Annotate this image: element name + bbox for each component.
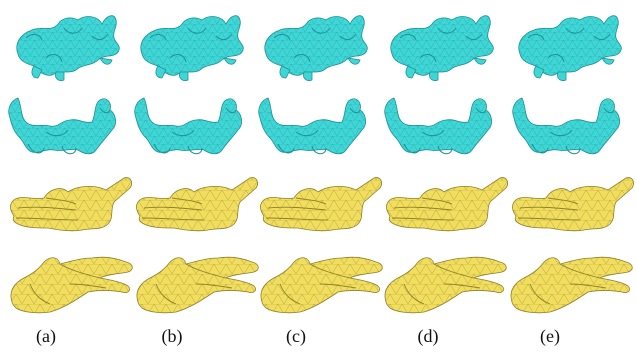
hand-top-view-d — [386, 177, 509, 232]
dragon-top-view-b — [140, 15, 244, 82]
hand-side-view-a — [10, 256, 133, 314]
dragon-side-view-b — [134, 97, 243, 155]
hand-side-view-d — [384, 256, 507, 314]
hand-side-view-c — [260, 256, 383, 314]
hand-top-view-b — [136, 177, 259, 232]
dragon-top-view-c — [264, 15, 368, 82]
panel-label-b: (b) — [161, 326, 183, 346]
hand-top-view-c — [260, 177, 383, 232]
panel-label-c: (c) — [286, 326, 306, 346]
panel-label-a: (a) — [36, 326, 56, 346]
hand-side-view-e — [510, 256, 633, 314]
hand-top-view-a — [10, 177, 133, 232]
hand-top-view-e — [512, 177, 635, 232]
panel-label-d: (d) — [417, 326, 439, 346]
dragon-side-view-c — [258, 97, 367, 155]
panel-label-e: (e) — [540, 326, 560, 346]
dragon-side-view-d — [384, 97, 493, 155]
dragon-top-view-e — [518, 15, 622, 82]
dragon-top-view-a — [16, 15, 120, 82]
hand-side-view-b — [136, 256, 259, 314]
dragon-side-view-a — [8, 97, 117, 155]
dragon-side-view-e — [512, 97, 621, 155]
dragon-top-view-d — [390, 15, 494, 82]
